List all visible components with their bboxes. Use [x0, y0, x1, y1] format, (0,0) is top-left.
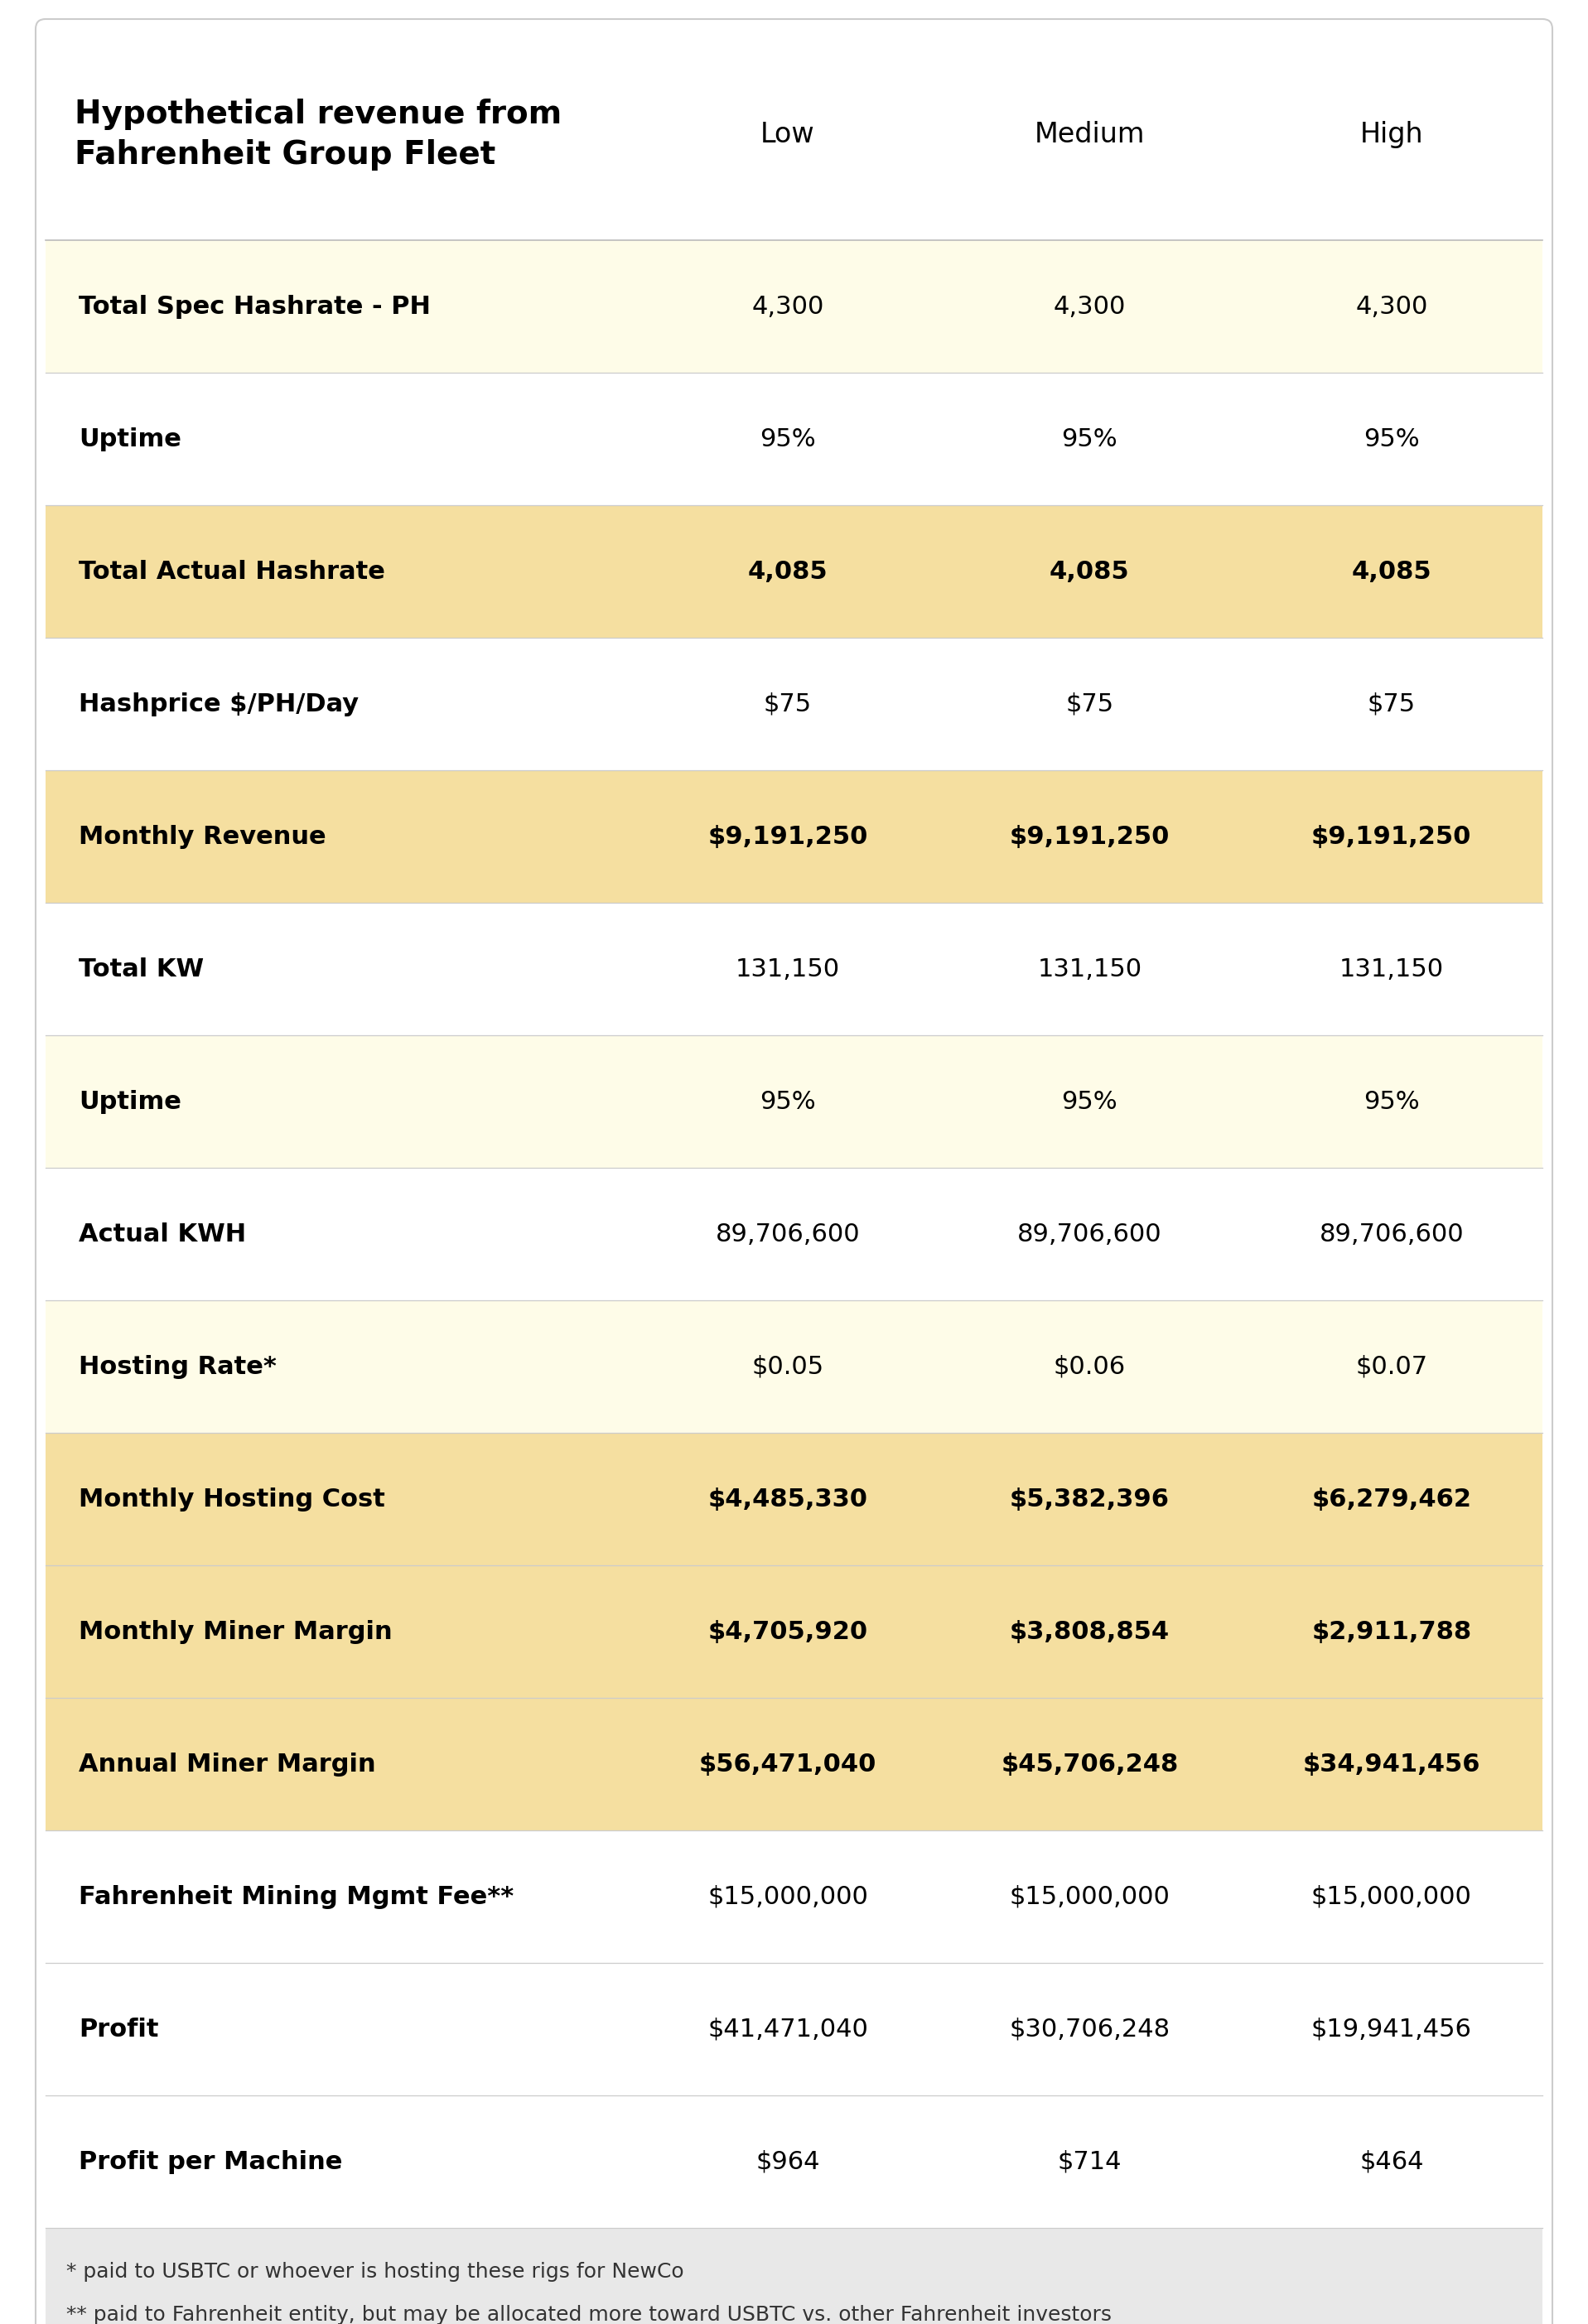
Text: 131,150: 131,150 [735, 957, 840, 981]
Text: $0.06: $0.06 [1053, 1355, 1126, 1378]
Text: Total Spec Hashrate - PH: Total Spec Hashrate - PH [79, 295, 430, 318]
FancyBboxPatch shape [35, 19, 1553, 2324]
Text: Annual Miner Margin: Annual Miner Margin [79, 1752, 376, 1776]
Text: 95%: 95% [1364, 428, 1420, 451]
Bar [46, 28, 1542, 239]
Text: 89,706,600: 89,706,600 [1320, 1222, 1464, 1246]
Text: 131,150: 131,150 [1339, 957, 1443, 981]
Text: Hosting Rate*: Hosting Rate* [79, 1355, 276, 1378]
Bar [46, 902, 1542, 1034]
Text: Monthly Hosting Cost: Monthly Hosting Cost [79, 1487, 386, 1511]
Text: $15,000,000: $15,000,000 [1010, 1885, 1170, 1908]
Text: $34,941,456: $34,941,456 [1302, 1752, 1480, 1776]
Text: 4,085: 4,085 [1351, 560, 1431, 583]
Text: 95%: 95% [1062, 428, 1118, 451]
Bar [46, 239, 1542, 372]
Text: $464: $464 [1359, 2150, 1423, 2173]
Text: 4,085: 4,085 [1050, 560, 1129, 583]
Text: $41,471,040: $41,471,040 [708, 2017, 869, 2040]
Text: Uptime: Uptime [79, 428, 181, 451]
Text: Uptime: Uptime [79, 1090, 181, 1113]
Text: $5,382,396: $5,382,396 [1010, 1487, 1170, 1511]
Text: Actual KWH: Actual KWH [79, 1222, 246, 1246]
Text: $45,706,248: $45,706,248 [1000, 1752, 1178, 1776]
Text: 4,300: 4,300 [751, 295, 824, 318]
Text: 95%: 95% [1364, 1090, 1420, 1113]
Text: Total KW: Total KW [79, 957, 203, 981]
Text: $4,705,920: $4,705,920 [708, 1620, 867, 1643]
Text: 4,300: 4,300 [1053, 295, 1126, 318]
Text: Monthly Miner Margin: Monthly Miner Margin [79, 1620, 392, 1643]
Text: $19,941,456: $19,941,456 [1312, 2017, 1472, 2040]
Bar [46, 1301, 1542, 1434]
Text: 4,085: 4,085 [748, 560, 827, 583]
Bar [46, 1167, 1542, 1301]
Text: $6,279,462: $6,279,462 [1312, 1487, 1472, 1511]
Text: $15,000,000: $15,000,000 [1312, 1885, 1472, 1908]
Text: ** paid to Fahrenheit entity, but may be allocated more toward USBTC vs. other F: ** paid to Fahrenheit entity, but may be… [67, 2305, 1112, 2324]
Text: $75: $75 [764, 693, 811, 716]
Bar [46, 372, 1542, 504]
Text: $714: $714 [1058, 2150, 1121, 2173]
Text: $3,808,854: $3,808,854 [1010, 1620, 1170, 1643]
Text: $0.05: $0.05 [751, 1355, 824, 1378]
Text: 95%: 95% [759, 428, 816, 451]
Text: Low: Low [761, 121, 815, 149]
Text: $30,706,248: $30,706,248 [1010, 2017, 1170, 2040]
Text: 95%: 95% [1062, 1090, 1118, 1113]
Bar [46, 1434, 1542, 1566]
Bar [46, 1034, 1542, 1167]
Text: Profit: Profit [79, 2017, 159, 2040]
Text: Medium: Medium [1034, 121, 1145, 149]
Text: Hypothetical revenue from
Fahrenheit Group Fleet: Hypothetical revenue from Fahrenheit Gro… [75, 98, 562, 170]
Text: $9,191,250: $9,191,250 [1010, 825, 1170, 848]
Text: $56,471,040: $56,471,040 [699, 1752, 877, 1776]
Bar [46, 504, 1542, 637]
Text: $75: $75 [1066, 693, 1113, 716]
Text: $9,191,250: $9,191,250 [708, 825, 869, 848]
Text: Total Actual Hashrate: Total Actual Hashrate [79, 560, 386, 583]
Text: Profit per Machine: Profit per Machine [79, 2150, 343, 2173]
Text: * paid to USBTC or whoever is hosting these rigs for NewCo: * paid to USBTC or whoever is hosting th… [67, 2261, 684, 2282]
Text: 95%: 95% [759, 1090, 816, 1113]
Text: 131,150: 131,150 [1037, 957, 1142, 981]
Text: Fahrenheit Mining Mgmt Fee**: Fahrenheit Mining Mgmt Fee** [79, 1885, 515, 1908]
Bar [46, 2096, 1542, 2229]
Text: $4,485,330: $4,485,330 [708, 1487, 867, 1511]
Bar [46, 769, 1542, 902]
Bar [46, 637, 1542, 769]
Text: 89,706,600: 89,706,600 [1018, 1222, 1162, 1246]
Text: $0.07: $0.07 [1356, 1355, 1428, 1378]
Bar [46, 1964, 1542, 2096]
Text: $9,191,250: $9,191,250 [1312, 825, 1472, 848]
Text: 4,300: 4,300 [1355, 295, 1428, 318]
Bar [46, 1566, 1542, 1699]
Bar [46, 2229, 1542, 2324]
Text: $15,000,000: $15,000,000 [708, 1885, 869, 1908]
Text: $2,911,788: $2,911,788 [1312, 1620, 1472, 1643]
Bar [46, 1699, 1542, 1831]
Bar [46, 1831, 1542, 1964]
Text: $964: $964 [756, 2150, 819, 2173]
Text: $75: $75 [1367, 693, 1415, 716]
Text: Hashprice $/PH/Day: Hashprice $/PH/Day [79, 693, 359, 716]
Text: Monthly Revenue: Monthly Revenue [79, 825, 326, 848]
Text: 89,706,600: 89,706,600 [716, 1222, 861, 1246]
Text: High: High [1359, 121, 1423, 149]
